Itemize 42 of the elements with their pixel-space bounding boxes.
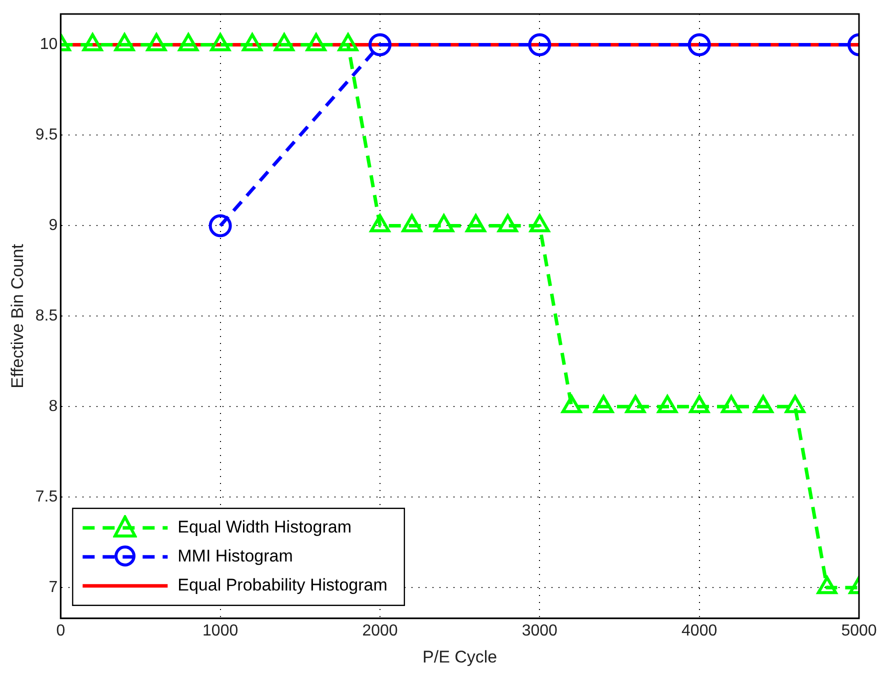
- legend-label: Equal Probability Histogram: [178, 576, 388, 595]
- point: [82, 33, 103, 52]
- legend-label: Equal Width Histogram: [178, 518, 352, 537]
- y-tick-label: 9: [48, 217, 58, 234]
- legend-label: MMI Histogram: [178, 546, 293, 566]
- point: [721, 395, 742, 414]
- point: [466, 214, 486, 232]
- x-tick-label: 0: [56, 622, 66, 640]
- y-tick-label: 10: [40, 36, 58, 54]
- point: [402, 214, 422, 232]
- point: [498, 214, 518, 232]
- point: [561, 395, 582, 414]
- y-tick-label: 7.5: [35, 488, 58, 506]
- point: [625, 395, 646, 414]
- point: [434, 214, 454, 232]
- point: [114, 33, 135, 52]
- x-tick-label: 4000: [682, 622, 718, 640]
- x-axis-title: P/E Cycle: [422, 647, 498, 666]
- x-tick-label: 2000: [362, 622, 398, 640]
- point: [816, 576, 838, 594]
- point: [657, 395, 678, 414]
- point: [753, 395, 774, 414]
- point: [529, 214, 550, 232]
- point: [370, 214, 390, 232]
- y-tick-label: 9.5: [35, 126, 58, 144]
- x-tick-label: 1000: [202, 622, 238, 640]
- point: [593, 395, 614, 414]
- point: [689, 395, 710, 414]
- point: [306, 33, 326, 52]
- point: [210, 33, 230, 52]
- point: [178, 33, 199, 52]
- x-tick-label: 3000: [522, 622, 558, 640]
- point: [274, 33, 294, 52]
- point: [242, 33, 262, 52]
- y-tick-label: 8.5: [35, 308, 58, 325]
- y-tick-label: 7: [48, 579, 58, 596]
- x-tick-label: 5000: [841, 622, 877, 640]
- point: [146, 33, 167, 52]
- y-axis-title: Effective Bin Count: [8, 244, 27, 388]
- y-tick-label: 8: [48, 398, 58, 416]
- point: [338, 33, 358, 52]
- point: [784, 395, 806, 414]
